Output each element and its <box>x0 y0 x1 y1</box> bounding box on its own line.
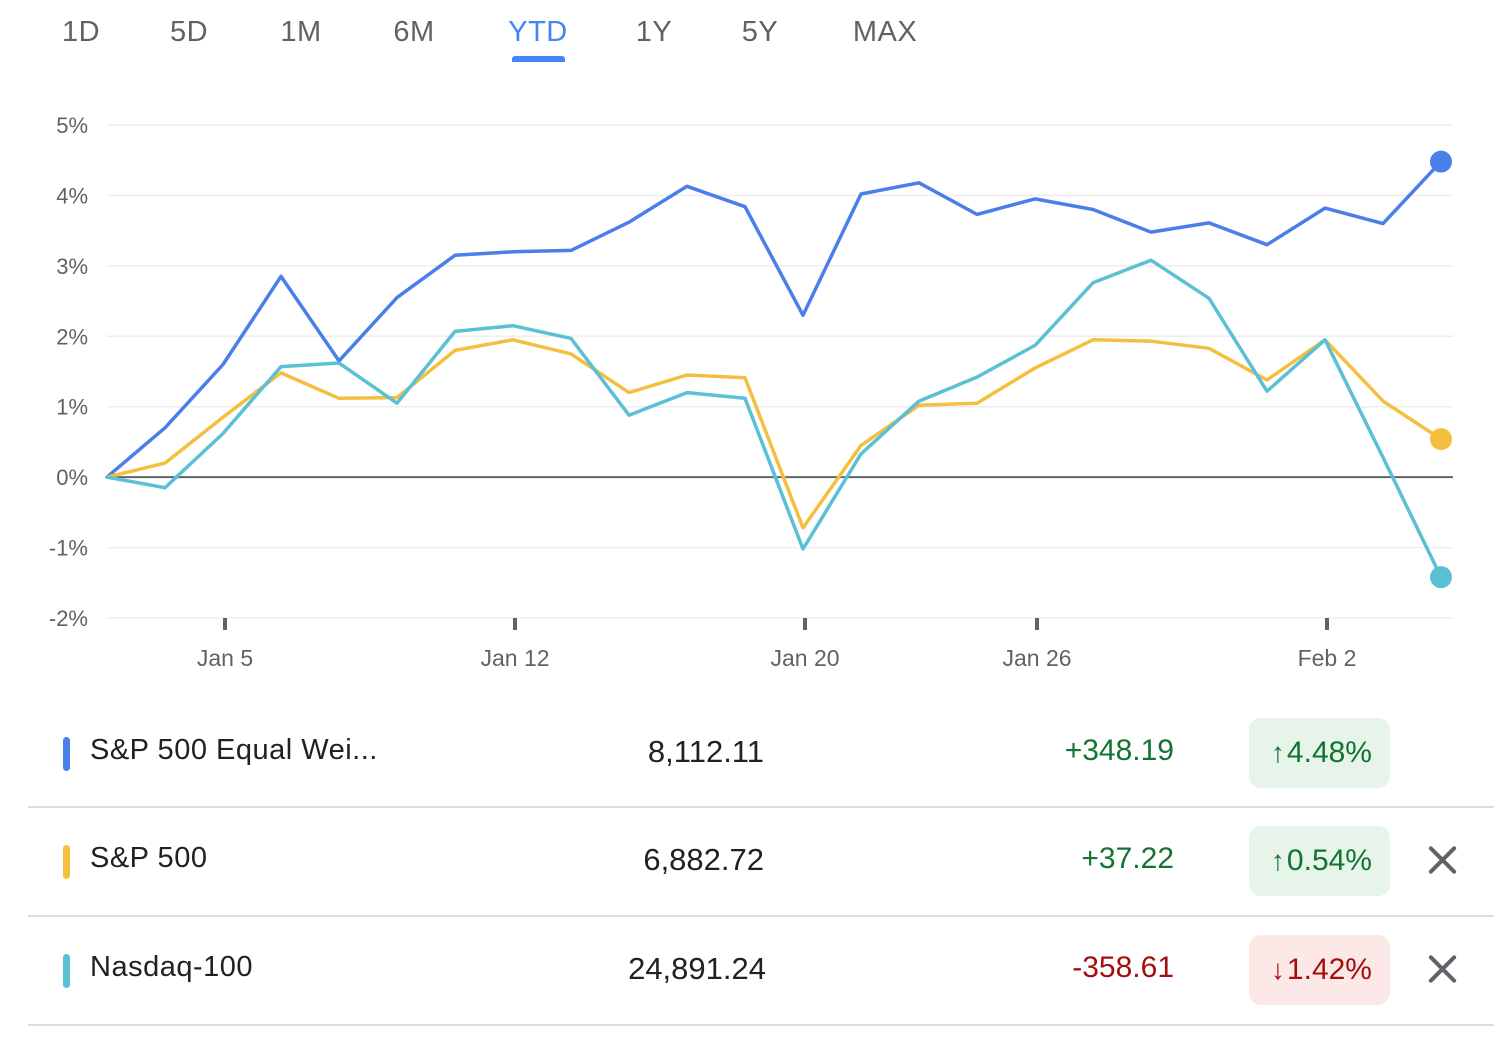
y-axis-tick-label: 3% <box>56 254 88 279</box>
time-range-tabs: 1D 5D 1M 6M YTD 1Y 5Y MAX <box>0 0 1494 70</box>
series-end-point <box>1430 150 1452 173</box>
tab-5y[interactable]: 5Y <box>741 16 779 48</box>
y-axis-tick-label: -1% <box>49 536 88 561</box>
price-change: +37.22 <box>1081 842 1174 875</box>
index-name: Nasdaq-100 <box>90 951 253 983</box>
percent-change-value: 1.42% <box>1286 953 1372 986</box>
comparison-line-chart: 5% 4% 3% 2% 1% 0% -1% -2% Jan 5 Jan 12 Jan 20 Jan 2… <box>49 113 1453 671</box>
tab-ytd[interactable]: YTD <box>508 16 568 48</box>
tab-1m[interactable]: 1M <box>280 16 322 48</box>
percent-change-badge: ↑0.54% <box>1248 826 1390 896</box>
y-axis-tick-label: 1% <box>56 395 88 420</box>
y-axis-tick-label: -2% <box>49 606 88 631</box>
series-color-swatch <box>63 737 70 771</box>
series-color-swatch <box>63 954 70 988</box>
percent-change-badge: ↑4.48% <box>1248 718 1390 788</box>
arrow-up-icon: ↑ <box>1270 845 1285 876</box>
y-axis-tick-label: 0% <box>56 465 88 490</box>
close-icon[interactable] <box>1422 949 1462 989</box>
x-axis-tick-label: Jan 20 <box>770 645 839 671</box>
x-axis-tick-label: Jan 5 <box>197 645 253 671</box>
y-axis-tick-label: 4% <box>56 183 88 208</box>
tab-6m[interactable]: 6M <box>393 16 435 48</box>
comparison-list: S&P 500 Equal Wei... 8,112.11 +348.19 ↑4… <box>28 700 1494 1026</box>
x-axis-tick-label: Feb 2 <box>1298 645 1357 671</box>
arrow-up-icon: ↑ <box>1270 737 1285 768</box>
series-line <box>105 258 1443 579</box>
tab-max[interactable]: MAX <box>852 16 918 48</box>
index-price: 6,882.72 <box>643 842 764 877</box>
tab-1d[interactable]: 1D <box>61 16 101 48</box>
series-end-point <box>1430 428 1452 451</box>
list-item[interactable]: Nasdaq-100 24,891.24 -358.61 ↓1.42% <box>28 917 1494 1026</box>
percent-change-value: 4.48% <box>1286 736 1372 769</box>
series-color-swatch <box>63 845 70 879</box>
price-change: +348.19 <box>1064 734 1174 767</box>
index-name: S&P 500 Equal Wei... <box>90 734 378 766</box>
y-axis-tick-label: 5% <box>56 113 88 138</box>
series-line <box>105 338 1443 530</box>
series-end-point <box>1430 566 1452 589</box>
list-item[interactable]: S&P 500 Equal Wei... 8,112.11 +348.19 ↑4… <box>28 700 1494 808</box>
index-price: 8,112.11 <box>647 734 764 769</box>
x-axis-tick-label: Jan 26 <box>1002 645 1071 671</box>
y-axis-tick-label: 2% <box>56 324 88 349</box>
list-item[interactable]: S&P 500 6,882.72 +37.22 ↑0.54% <box>28 808 1494 917</box>
active-tab-indicator <box>512 56 565 62</box>
tab-1y[interactable]: 1Y <box>635 16 673 48</box>
arrow-down-icon: ↓ <box>1270 954 1285 985</box>
percent-change-badge: ↓1.42% <box>1248 935 1390 1005</box>
x-axis-tick-label: Jan 12 <box>480 645 549 671</box>
series-line <box>105 159 1443 479</box>
tab-5d[interactable]: 5D <box>169 16 209 48</box>
close-icon[interactable] <box>1422 840 1462 880</box>
index-price: 24,891.24 <box>628 951 766 986</box>
index-name: S&P 500 <box>90 842 208 874</box>
price-change: -358.61 <box>1072 951 1174 984</box>
percent-change-value: 0.54% <box>1286 844 1372 877</box>
